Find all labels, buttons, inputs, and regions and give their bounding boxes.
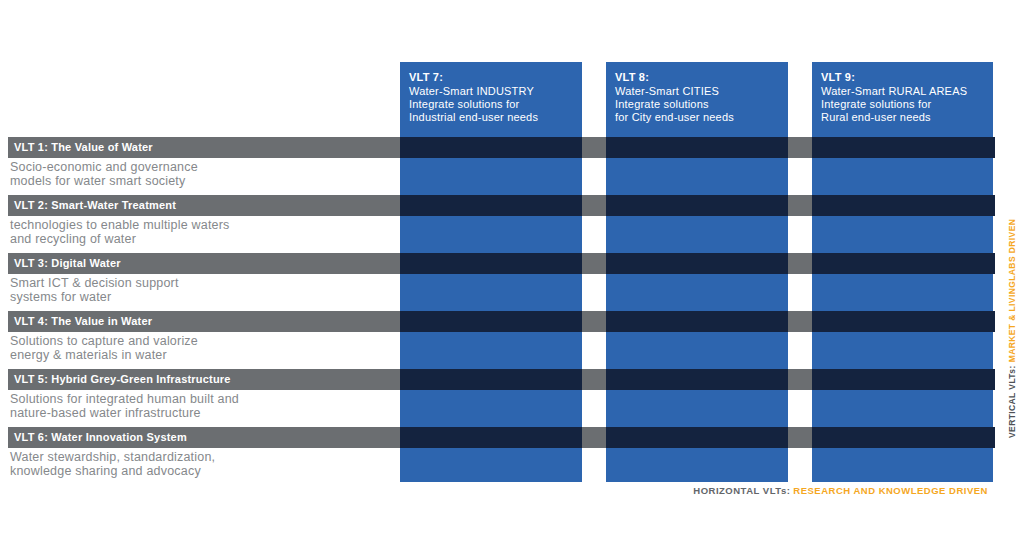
vlt-row-3-description: Smart ICT & decision support systems for…: [10, 276, 179, 304]
vlt-row-5-bar: VLT 5: Hybrid Grey-Green Infrastructure: [8, 369, 995, 390]
horizontal-vlts-label: HORIZONTAL VLTs:: [693, 485, 790, 496]
vlt-row-2-bar: VLT 2: Smart-Water Treatment: [8, 195, 995, 216]
vlt-row-6-bar: VLT 6: Water Innovation System: [8, 427, 995, 448]
column-header: VLT 8: Water-Smart CITIES Integrate solu…: [606, 62, 788, 124]
vlt-row-2-description: technologies to enable multiple waters a…: [10, 218, 230, 246]
column-line: Integrate solutions for: [821, 98, 985, 111]
vlt-row-6-description: Water stewardship, standardization, know…: [10, 450, 215, 478]
vlt-row-1-bar: VLT 1: The Value of Water: [8, 137, 995, 158]
row-description-line: Smart ICT & decision support: [10, 276, 179, 290]
column-line: Water-Smart RURAL AREAS: [821, 85, 985, 98]
row-description-line: Water stewardship, standardization,: [10, 450, 215, 464]
row-description-line: energy & materials in water: [10, 348, 198, 362]
row-description-line: Solutions for integrated human built and: [10, 392, 239, 406]
horizontal-vlts-value: RESEARCH AND KNOWLEDGE DRIVEN: [793, 485, 988, 496]
row-title: VLT 6: Water Innovation System: [8, 427, 995, 448]
vlt-row-1-description: Socio-economic and governance models for…: [10, 160, 198, 188]
column-title: VLT 9:: [821, 71, 985, 84]
row-title: VLT 4: The Value in Water: [8, 311, 995, 332]
vlt-row-4-bar: VLT 4: The Value in Water: [8, 311, 995, 332]
column-title: VLT 8:: [615, 71, 780, 84]
vlt-row-5-description: Solutions for integrated human built and…: [10, 392, 239, 420]
row-description-line: technologies to enable multiple waters: [10, 218, 230, 232]
column-line: for City end-user needs: [615, 111, 780, 124]
column-line: Industrial end-user needs: [409, 111, 574, 124]
column-line: Integrate solutions: [615, 98, 780, 111]
row-description-line: knowledge sharing and advocacy: [10, 464, 215, 478]
horizontal-vlts-caption: HORIZONTAL VLTs:RESEARCH AND KNOWLEDGE D…: [693, 485, 988, 496]
row-description-line: models for water smart society: [10, 174, 198, 188]
vlt-row-4-description: Solutions to capture and valorize energy…: [10, 334, 198, 362]
vlt-row-3-bar: VLT 3: Digital Water: [8, 253, 995, 274]
column-line: Integrate solutions for: [409, 98, 574, 111]
column-line: Water-Smart INDUSTRY: [409, 85, 574, 98]
column-header: VLT 9: Water-Smart RURAL AREAS Integrate…: [812, 62, 993, 124]
column-line: Rural end-user needs: [821, 111, 985, 124]
column-line: Water-Smart CITIES: [615, 85, 780, 98]
column-header: VLT 7: Water-Smart INDUSTRY Integrate so…: [400, 62, 582, 124]
row-description-line: systems for water: [10, 290, 179, 304]
vertical-vlts-label: VERTICAL VLTs:: [1007, 365, 1017, 438]
row-description-line: and recycling of water: [10, 232, 230, 246]
row-description-line: Solutions to capture and valorize: [10, 334, 198, 348]
row-title: VLT 3: Digital Water: [8, 253, 995, 274]
row-description-line: Socio-economic and governance: [10, 160, 198, 174]
row-title: VLT 1: The Value of Water: [8, 137, 995, 158]
row-title: VLT 5: Hybrid Grey-Green Infrastructure: [8, 369, 995, 390]
column-title: VLT 7:: [409, 71, 574, 84]
vertical-vlts-value: MARKET & LIVINGLABS DRIVEN: [1007, 219, 1017, 363]
row-title: VLT 2: Smart-Water Treatment: [8, 195, 995, 216]
vlt-matrix-diagram: VLT 7: Water-Smart INDUSTRY Integrate so…: [0, 0, 1024, 556]
vertical-vlts-caption: VERTICAL VLTs: MARKET & LIVINGLABS DRIVEN: [1007, 219, 1017, 438]
row-description-line: nature-based water infrastructure: [10, 406, 239, 420]
